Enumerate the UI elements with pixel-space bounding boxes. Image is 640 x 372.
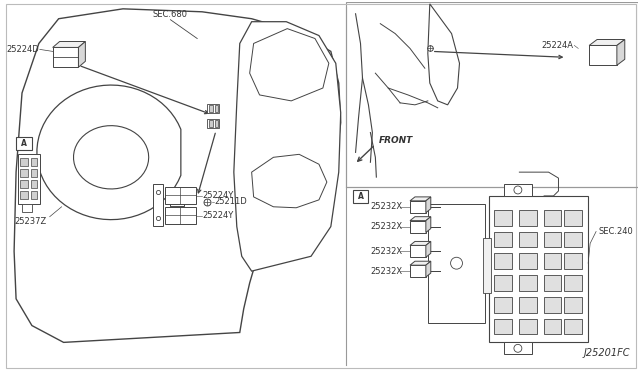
Bar: [410, 201, 426, 213]
Bar: [170, 194, 184, 206]
Text: SEC.680: SEC.680: [153, 10, 188, 19]
Bar: [22, 204, 32, 212]
Bar: [519, 253, 537, 269]
Bar: [209, 105, 213, 112]
Polygon shape: [14, 9, 340, 342]
Polygon shape: [410, 217, 431, 221]
Polygon shape: [74, 126, 148, 189]
Text: 25237Z: 25237Z: [14, 217, 46, 226]
Bar: [494, 210, 512, 225]
Bar: [170, 206, 180, 214]
Bar: [519, 319, 537, 334]
Bar: [215, 105, 218, 112]
Bar: [504, 342, 532, 354]
Text: 25224A: 25224A: [541, 41, 573, 50]
Polygon shape: [234, 22, 340, 271]
Bar: [207, 104, 219, 113]
Bar: [20, 191, 28, 199]
Text: 25232X: 25232X: [371, 202, 403, 211]
Bar: [494, 231, 512, 247]
Bar: [564, 231, 582, 247]
Bar: [543, 210, 561, 225]
Bar: [31, 169, 37, 177]
Bar: [20, 169, 28, 177]
Bar: [543, 231, 561, 247]
Bar: [31, 158, 37, 166]
Text: A: A: [21, 139, 27, 148]
Text: A: A: [358, 192, 364, 201]
Circle shape: [514, 186, 522, 194]
Polygon shape: [79, 42, 85, 67]
Polygon shape: [617, 39, 625, 65]
Bar: [564, 210, 582, 225]
Bar: [153, 184, 163, 225]
Polygon shape: [410, 261, 431, 265]
Polygon shape: [428, 4, 460, 105]
Bar: [18, 154, 40, 204]
Polygon shape: [589, 39, 625, 45]
Polygon shape: [252, 154, 327, 208]
Bar: [564, 253, 582, 269]
Polygon shape: [426, 261, 431, 277]
Circle shape: [514, 344, 522, 352]
Bar: [31, 180, 37, 188]
Text: 25224Y: 25224Y: [202, 211, 234, 220]
Bar: [164, 187, 196, 204]
Bar: [483, 238, 491, 293]
Polygon shape: [426, 197, 431, 213]
Bar: [52, 48, 79, 67]
Bar: [16, 137, 32, 150]
Bar: [564, 275, 582, 291]
Text: 25232X: 25232X: [371, 247, 403, 256]
Bar: [410, 265, 426, 277]
Bar: [20, 158, 28, 166]
Bar: [494, 297, 512, 313]
Bar: [504, 184, 532, 196]
Bar: [489, 196, 588, 342]
Bar: [589, 45, 617, 65]
Bar: [519, 275, 537, 291]
Polygon shape: [52, 42, 85, 48]
Bar: [428, 204, 485, 323]
Bar: [494, 319, 512, 334]
Bar: [215, 120, 218, 126]
Bar: [20, 180, 28, 188]
Bar: [543, 275, 561, 291]
Text: 25232X: 25232X: [371, 222, 403, 231]
Text: 25224Y: 25224Y: [202, 192, 234, 201]
Text: 25211D: 25211D: [214, 197, 247, 206]
Bar: [519, 297, 537, 313]
Bar: [494, 275, 512, 291]
Bar: [164, 207, 196, 224]
Bar: [564, 319, 582, 334]
Bar: [519, 231, 537, 247]
Bar: [353, 190, 369, 203]
Text: J25201FC: J25201FC: [583, 348, 630, 358]
Polygon shape: [426, 217, 431, 232]
Bar: [543, 253, 561, 269]
Polygon shape: [410, 241, 431, 246]
Bar: [543, 297, 561, 313]
Text: FRONT: FRONT: [378, 136, 413, 145]
Bar: [494, 253, 512, 269]
Text: 25232X: 25232X: [371, 267, 403, 276]
Polygon shape: [426, 241, 431, 257]
Bar: [31, 191, 37, 199]
Bar: [519, 210, 537, 225]
Bar: [207, 119, 219, 128]
Text: SEC.240: SEC.240: [598, 227, 633, 236]
Polygon shape: [250, 29, 329, 101]
Bar: [410, 221, 426, 232]
Polygon shape: [410, 197, 431, 201]
Bar: [209, 120, 213, 126]
Bar: [564, 297, 582, 313]
Bar: [410, 246, 426, 257]
Circle shape: [451, 257, 463, 269]
Text: 25224D: 25224D: [6, 45, 39, 54]
Bar: [346, 2, 637, 187]
Polygon shape: [37, 85, 181, 219]
Bar: [543, 319, 561, 334]
